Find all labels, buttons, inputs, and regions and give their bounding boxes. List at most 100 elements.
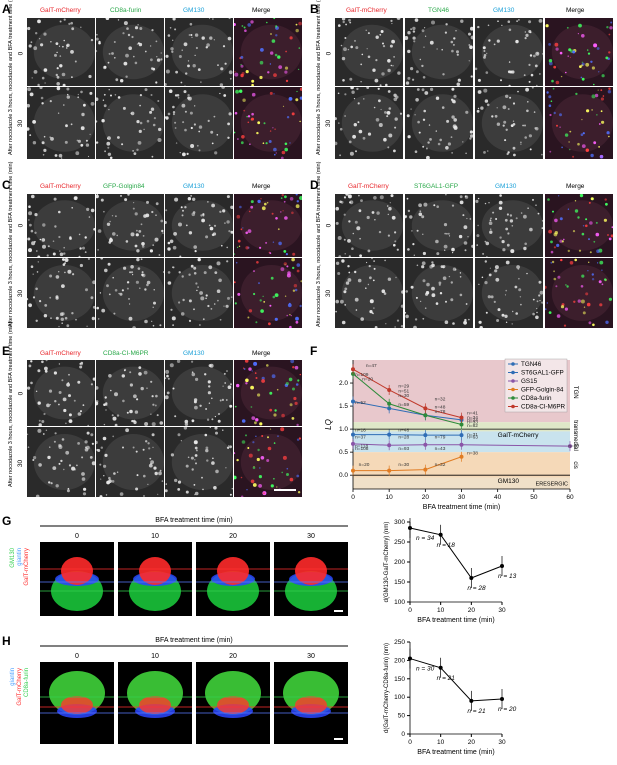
puncta [49, 296, 52, 299]
channel-label: GalT-mCherry [346, 7, 387, 14]
puncta [169, 239, 174, 244]
data-point [351, 367, 355, 372]
puncta [553, 277, 557, 281]
puncta [195, 462, 197, 465]
puncta [83, 103, 86, 107]
puncta [68, 22, 71, 26]
puncta [143, 370, 148, 375]
micrograph-tile [27, 427, 95, 497]
puncta [441, 106, 445, 109]
puncta [546, 91, 549, 94]
puncta [465, 110, 469, 114]
puncta [144, 50, 147, 53]
puncta [117, 136, 120, 139]
puncta [413, 254, 415, 256]
puncta [501, 24, 503, 26]
puncta [245, 231, 248, 235]
puncta [133, 55, 135, 58]
puncta [299, 304, 302, 308]
puncta [436, 252, 440, 256]
puncta [373, 307, 375, 309]
tile-image [27, 258, 95, 328]
puncta [468, 32, 471, 36]
puncta [273, 413, 277, 417]
puncta [593, 240, 596, 243]
puncta [349, 151, 354, 156]
puncta [251, 83, 254, 86]
puncta [284, 216, 288, 220]
puncta [293, 284, 298, 288]
merge-tile [234, 427, 302, 497]
puncta [227, 122, 230, 126]
puncta [261, 435, 264, 437]
puncta [275, 217, 278, 220]
scale-bar [274, 489, 296, 491]
puncta [92, 280, 95, 285]
puncta [553, 65, 557, 69]
n-label: n=78 [435, 409, 446, 415]
puncta [561, 240, 564, 243]
puncta [582, 311, 586, 315]
puncta [182, 209, 184, 212]
puncta [406, 114, 410, 118]
puncta [343, 290, 347, 294]
puncta [152, 244, 155, 246]
puncta [283, 262, 287, 266]
puncta [236, 383, 240, 388]
panel-c: C GalT-mCherry GFP-Golgin84 GM130 Merge … [0, 162, 305, 337]
data-point [423, 406, 428, 411]
puncta [65, 422, 67, 425]
puncta [85, 139, 88, 142]
puncta [559, 217, 563, 221]
puncta [68, 464, 72, 467]
puncta [27, 87, 31, 92]
puncta [248, 210, 251, 213]
puncta [463, 320, 467, 325]
n-label: n=109 [355, 372, 369, 378]
puncta [280, 267, 285, 272]
puncta [253, 292, 256, 296]
puncta [300, 280, 302, 283]
puncta [99, 292, 102, 294]
puncta [365, 29, 367, 31]
puncta [252, 466, 256, 470]
puncta [227, 36, 232, 41]
puncta [176, 360, 181, 363]
puncta [187, 60, 190, 62]
puncta [445, 194, 447, 196]
side-label: GalT-mCherry [17, 668, 23, 706]
puncta [536, 311, 538, 314]
puncta [504, 294, 507, 296]
puncta [102, 436, 107, 441]
puncta [255, 377, 258, 379]
puncta [394, 231, 397, 234]
puncta [610, 21, 613, 24]
puncta [41, 76, 45, 80]
puncta [114, 57, 116, 59]
puncta [37, 255, 41, 257]
puncta [424, 27, 426, 29]
puncta [367, 32, 370, 35]
time-label: 0 [325, 223, 333, 228]
puncta [30, 381, 33, 385]
puncta [125, 75, 128, 78]
puncta [89, 456, 93, 459]
puncta [284, 142, 288, 146]
puncta [605, 320, 609, 324]
puncta [181, 49, 183, 51]
puncta [574, 200, 577, 202]
puncta [465, 303, 468, 305]
puncta [267, 71, 270, 74]
n-label: n=28 [398, 434, 409, 440]
puncta [335, 221, 339, 225]
puncta [299, 87, 302, 91]
puncta [104, 268, 108, 273]
puncta [155, 214, 157, 216]
puncta [167, 241, 171, 245]
puncta [470, 26, 473, 31]
puncta [383, 292, 387, 295]
puncta [225, 467, 227, 469]
puncta [495, 218, 498, 220]
puncta [470, 134, 473, 138]
